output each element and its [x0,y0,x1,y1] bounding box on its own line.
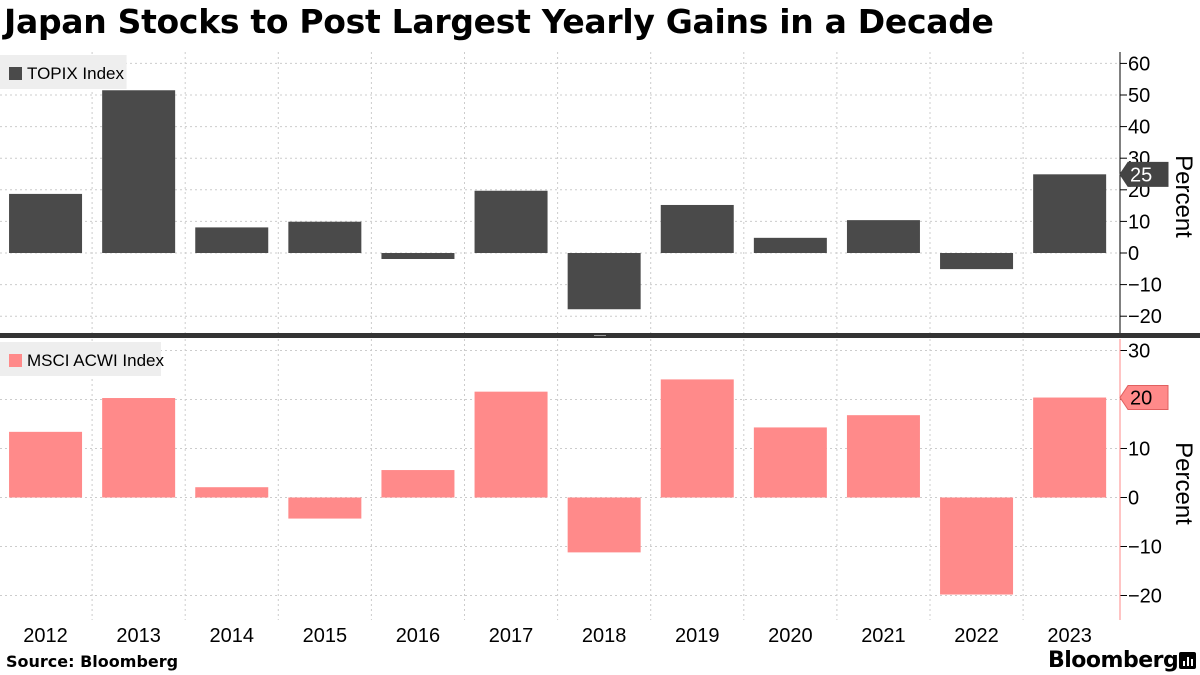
y-tick-label: 60 [1128,53,1150,75]
x-tick-label: 2017 [489,625,534,647]
bar-2019 [660,204,734,253]
x-tick-label: 2015 [303,625,348,647]
bloomberg-chart-icon [1179,652,1196,669]
x-tick-label: 2012 [23,625,68,647]
bar-2021 [846,220,920,253]
bar-2017 [474,391,548,498]
y-tick-label: −10 [1128,537,1162,559]
bar-2021 [846,415,920,498]
y-tick-label: 0 [1128,488,1139,510]
y-tick-label: 40 [1128,117,1150,139]
y-tick-label: −10 [1128,275,1162,297]
legend-label: MSCI ACWI Index [27,351,164,370]
bar-2012 [9,193,83,253]
legend-swatch [9,67,22,80]
last-value-tag [1119,161,1169,187]
legend-label: TOPIX Index [27,64,125,83]
source-note: Source: Bloomberg [6,652,179,671]
x-tick-label: 2013 [116,625,161,647]
bar-2015 [288,497,362,519]
last-value-label: 25 [1130,164,1152,186]
last-value-tag [1119,385,1169,411]
bar-2015 [288,221,362,253]
bar-2016 [381,470,455,498]
last-value-label: 20 [1130,388,1152,410]
bar-2022 [940,497,1014,595]
bar-2023 [1033,397,1107,498]
bar-2017 [474,190,548,253]
y-tick-label: −20 [1128,586,1162,608]
bar-2020 [753,427,827,498]
x-tick-label: 2018 [582,625,627,647]
y-axis-title: Percent [1170,442,1197,525]
x-tick-label: 2022 [954,625,999,647]
y-tick-label: 10 [1128,439,1150,461]
bar-2014 [195,487,269,498]
bar-2018 [567,497,641,553]
bar-2013 [102,90,176,253]
chart-title: Japan Stocks to Post Largest Yearly Gain… [4,2,994,41]
y-tick-label: 30 [1128,341,1150,363]
legend-swatch [9,354,22,367]
x-tick-label: 2020 [768,625,813,647]
x-tick-label: 2019 [675,625,720,647]
bloomberg-logo: Bloomberg [1048,648,1179,673]
bar-2022 [940,253,1014,270]
y-tick-label: 50 [1128,85,1150,107]
bar-2019 [660,379,734,498]
y-tick-label: 10 [1128,211,1150,233]
legend-box [0,342,161,376]
bar-2014 [195,227,269,253]
bar-2016 [381,253,455,260]
y-axis-title: Percent [1170,155,1197,238]
x-tick-label: 2021 [861,625,906,647]
bar-2023 [1033,174,1107,253]
y-tick-label: −20 [1128,306,1162,328]
bar-2012 [9,431,83,498]
x-tick-label: 2023 [1047,625,1092,647]
x-tick-label: 2014 [210,625,255,647]
bar-2018 [567,253,641,310]
bar-2020 [753,237,827,253]
bar-2013 [102,398,176,498]
x-tick-label: 2016 [396,625,441,647]
panel-2: −20−10010203020PercentMSCI ACWI Index [0,339,1197,620]
y-tick-label: 0 [1128,243,1139,265]
